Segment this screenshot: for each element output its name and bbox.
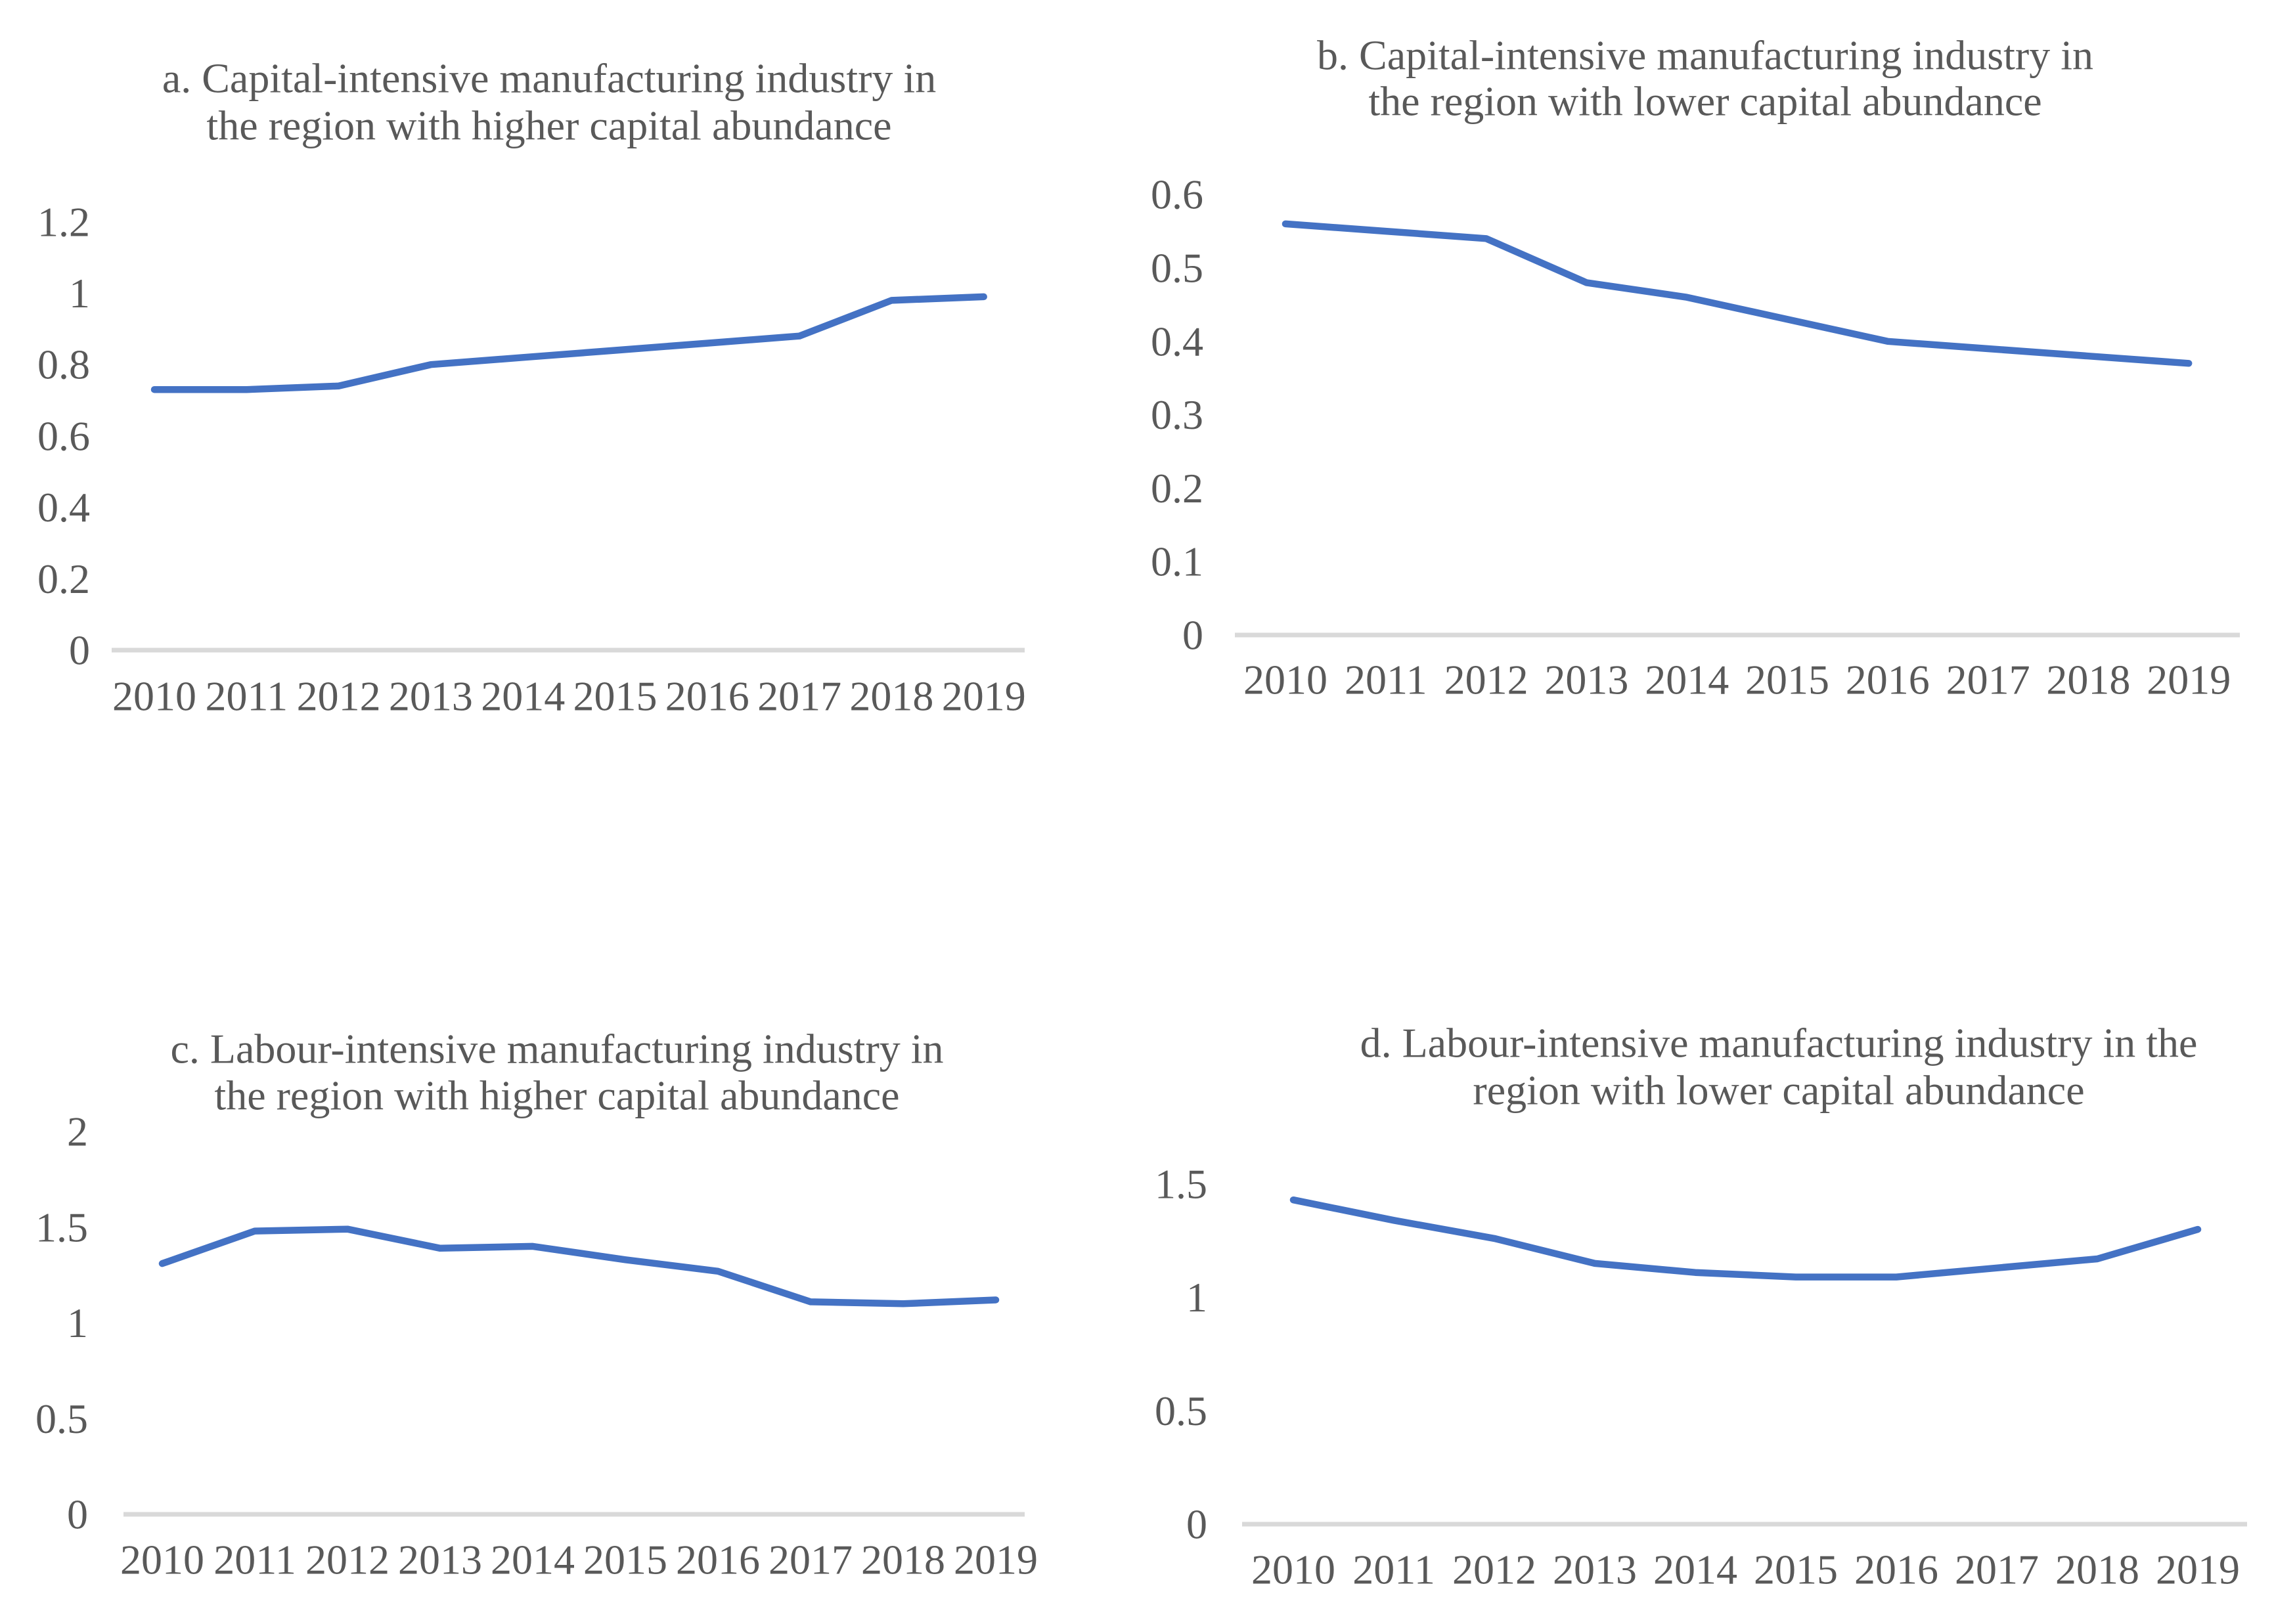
x-tick-label-b: 2016: [1846, 657, 1930, 703]
x-tick-label-d: 2016: [1854, 1547, 1938, 1593]
y-tick-label-b: 0.5: [1151, 245, 1203, 292]
chart-b: b. Capital-intensive manufacturing indus…: [1151, 32, 2240, 703]
chart-a-title-line2: the region with higher capital abundance: [206, 102, 891, 149]
x-tick-label-c: 2016: [676, 1537, 760, 1583]
data-line-b: [1282, 220, 2193, 367]
y-tick-label-c: 0: [67, 1491, 88, 1538]
y-tick-label-a: 0.6: [37, 412, 90, 459]
x-tick-label-c: 2012: [305, 1537, 390, 1583]
x-tick-label-b: 2018: [2046, 657, 2130, 703]
x-tick-label-c: 2018: [861, 1537, 945, 1583]
x-tick-label-c: 2019: [954, 1537, 1038, 1583]
x-tick-label-c: 2017: [769, 1537, 853, 1583]
x-tick-label-a: 2015: [573, 673, 658, 720]
x-tick-label-d: 2019: [2156, 1547, 2240, 1593]
data-line-d: [1289, 1196, 2202, 1281]
chart-c-title-line2: the region with higher capital abundance: [214, 1072, 899, 1119]
y-tick-label-d: 1.5: [1155, 1161, 1207, 1208]
x-tick-label-d: 2017: [1955, 1547, 2039, 1593]
x-tick-label-d: 2011: [1352, 1547, 1435, 1593]
y-tick-label-a: 1: [69, 270, 90, 317]
x-tick-label-b: 2017: [1946, 657, 2030, 703]
y-tick-label-d: 1: [1186, 1274, 1207, 1321]
chart-c-title-line1: c. Labour-intensive manufacturing indust…: [170, 1026, 943, 1072]
x-tick-label-c: 2014: [491, 1537, 575, 1583]
chart-b-title-line1: b. Capital-intensive manufacturing indus…: [1317, 32, 2093, 79]
y-tick-label-c: 1: [67, 1300, 88, 1346]
chart-a: a. Capital-intensive manufacturing indus…: [37, 55, 1026, 720]
x-tick-label-d: 2010: [1251, 1547, 1335, 1593]
chart-b-title-line2: the region with lower capital abundance: [1368, 78, 2041, 125]
y-tick-label-c: 0.5: [35, 1395, 88, 1442]
y-tick-label-c: 1.5: [35, 1204, 88, 1250]
x-tick-label-b: 2010: [1243, 657, 1327, 703]
y-tick-label-a: 0.2: [37, 556, 90, 602]
x-tick-label-a: 2014: [481, 673, 565, 720]
y-tick-label-a: 0: [69, 627, 90, 674]
x-tick-label-c: 2010: [120, 1537, 204, 1583]
x-tick-label-a: 2010: [112, 673, 196, 720]
chart-d: d. Labour-intensive manufacturing indust…: [1155, 1020, 2247, 1593]
x-tick-label-a: 2013: [389, 673, 473, 720]
y-tick-label-b: 0.3: [1151, 391, 1203, 438]
chart-b-plot: 0.6 0.5 0.4 0.3 0.2 0.1 0 2010 2011 2012 2013 2014 2…: [1151, 171, 2240, 703]
x-tick-label-a: 2019: [942, 673, 1026, 720]
x-tick-label-d: 2018: [2055, 1547, 2139, 1593]
x-tick-label-d: 2015: [1754, 1547, 1838, 1593]
chart-d-title-line1: d. Labour-intensive manufacturing indust…: [1360, 1020, 2198, 1066]
x-tick-label-b: 2011: [1345, 657, 1427, 703]
x-tick-label-a: 2018: [849, 673, 933, 720]
y-tick-label-a: 1.2: [37, 198, 90, 245]
x-tick-label-b: 2013: [1544, 657, 1628, 703]
y-tick-label-b: 0: [1182, 612, 1203, 659]
x-tick-label-c: 2011: [213, 1537, 296, 1583]
x-tick-label-b: 2012: [1444, 657, 1528, 703]
y-tick-label-d: 0.5: [1155, 1388, 1207, 1434]
chart-d-plot: 1.5 1 0.5 0 2010 2011 2012 2013 2014 2015 2016 2017…: [1155, 1161, 2247, 1593]
y-tick-label-d: 0: [1186, 1501, 1207, 1548]
data-line-a: [150, 293, 987, 393]
y-tick-label-b: 0.6: [1151, 171, 1203, 218]
chart-d-title-line2: region with lower capital abundance: [1473, 1067, 2084, 1114]
y-tick-label-a: 0.4: [37, 484, 90, 531]
x-tick-label-b: 2014: [1645, 657, 1729, 703]
x-tick-label-a: 2011: [205, 673, 288, 720]
data-line-c: [158, 1225, 1000, 1307]
x-tick-label-d: 2013: [1553, 1547, 1637, 1593]
x-tick-label-d: 2014: [1653, 1547, 1737, 1593]
x-tick-label-b: 2015: [1745, 657, 1829, 703]
x-tick-label-c: 2015: [583, 1537, 667, 1583]
x-tick-label-c: 2013: [398, 1537, 482, 1583]
y-tick-label-b: 0.1: [1151, 538, 1203, 585]
y-tick-label-a: 0.8: [37, 341, 90, 388]
x-tick-label-b: 2019: [2147, 657, 2231, 703]
chart-a-title-line1: a. Capital-intensive manufacturing indus…: [162, 55, 936, 102]
y-tick-label-b: 0.2: [1151, 465, 1203, 512]
chart-c: c. Labour-intensive manufacturing indust…: [35, 1026, 1038, 1583]
y-tick-label-b: 0.4: [1151, 318, 1203, 364]
x-tick-label-a: 2012: [297, 673, 381, 720]
x-tick-label-a: 2016: [665, 673, 749, 720]
x-tick-label-a: 2017: [757, 673, 841, 720]
y-tick-label-c: 2: [67, 1108, 88, 1155]
x-tick-label-d: 2012: [1452, 1547, 1536, 1593]
